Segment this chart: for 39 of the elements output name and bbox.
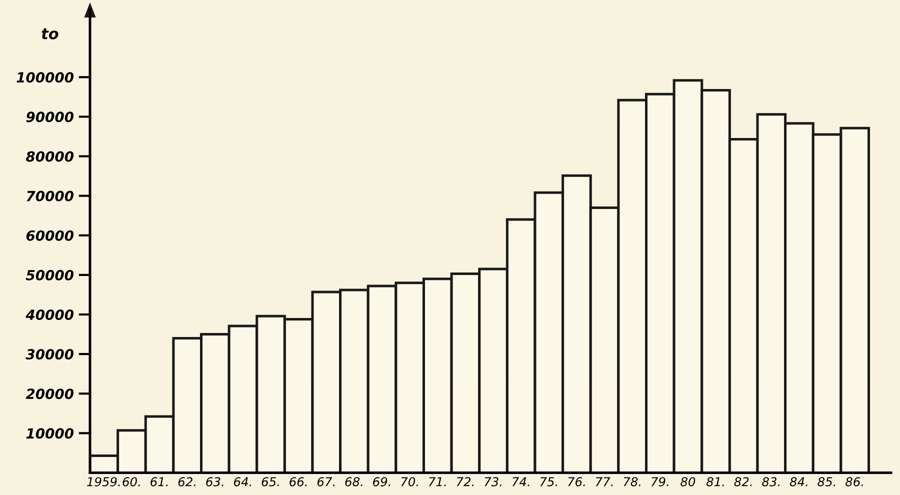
x-tick-label: 62.: [178, 477, 196, 486]
x-tick-label: 74.: [512, 477, 530, 486]
x-tick-label: 84.: [790, 477, 808, 486]
x-tick-label: 66.: [290, 477, 307, 486]
y-tick-label: 50000: [26, 270, 74, 280]
x-tick-label: 82.: [734, 477, 752, 486]
x-tick-label: 1959.: [87, 477, 120, 486]
x-tick-label: 65.: [262, 477, 279, 486]
x-tick-label: 80: [680, 477, 696, 486]
x-tick-label: 60.: [122, 477, 140, 486]
x-tick-label: 75.: [540, 477, 557, 486]
y-tick-label: 40000: [26, 309, 74, 320]
y-tick-label: 10000: [26, 428, 74, 439]
x-tick-label: 63.: [206, 477, 224, 486]
x-tick-label: 68.: [345, 477, 362, 486]
y-tick-label: 60000: [26, 230, 74, 241]
x-tick-label: 72.: [456, 477, 474, 486]
x-tick-label: 61.: [150, 477, 168, 486]
y-tick-label: 80000: [26, 151, 74, 162]
x-tick-label: 85.: [818, 477, 836, 486]
x-tick-label: 64.: [234, 477, 252, 486]
y-tick-label: 20000: [26, 388, 74, 400]
x-tick-label: 78.: [624, 477, 640, 486]
y-tick-label: 70000: [26, 190, 74, 202]
x-tick-label: 76.: [568, 477, 585, 486]
y-tick-label: 30000: [26, 349, 74, 360]
x-tick-label: 67.: [317, 477, 334, 486]
x-tick-label: 69.: [373, 477, 390, 486]
y-tick-label: 90000: [26, 112, 74, 122]
x-tick-label: 71.: [429, 477, 446, 486]
x-tick-label: 79.: [652, 477, 668, 486]
y-tick-label: 100000: [16, 72, 74, 83]
x-tick-label: 73.: [484, 477, 502, 486]
x-tick-label: 81.: [706, 477, 724, 486]
x-tick-label: 83.: [762, 477, 780, 486]
x-tick-label: 86.: [846, 477, 863, 486]
x-tick-label: 70.: [401, 477, 418, 486]
y-axis-title: to: [42, 28, 58, 40]
x-tick-label: 77.: [596, 477, 613, 486]
